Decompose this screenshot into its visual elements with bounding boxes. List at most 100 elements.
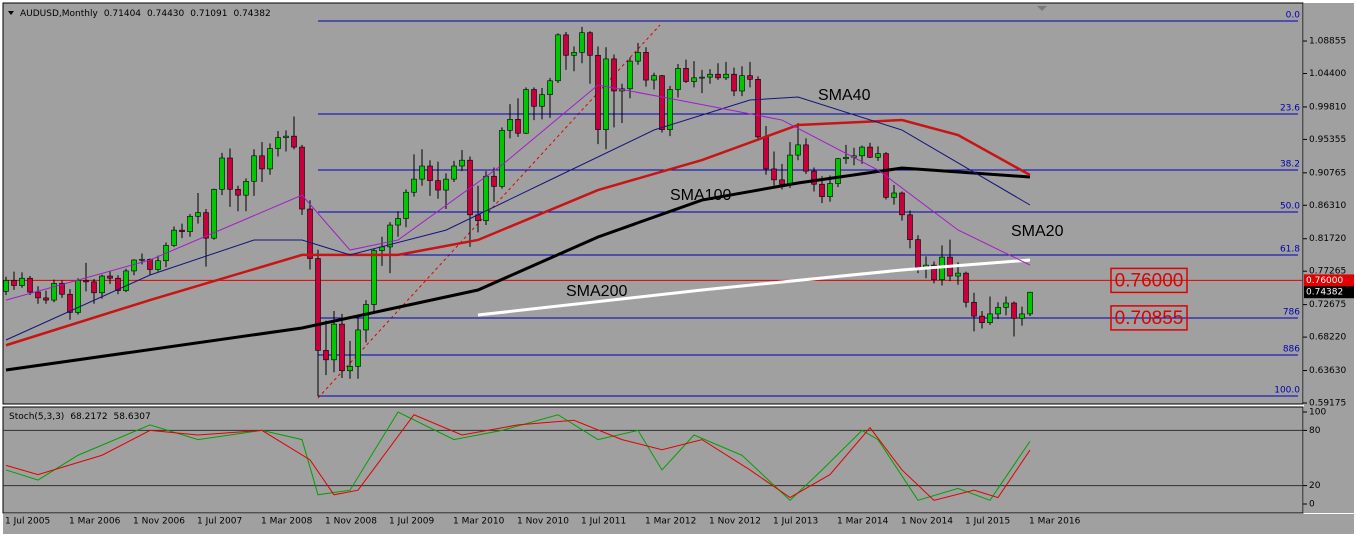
candle-body	[995, 307, 1001, 315]
candle-body	[571, 52, 577, 56]
candle-body	[523, 89, 529, 134]
fib-label: 0.0	[1286, 11, 1301, 21]
x-tick-label: 1 Jul 2013	[773, 517, 818, 527]
candle-body	[411, 178, 417, 193]
candle-body	[235, 189, 241, 196]
candle-body	[907, 214, 913, 240]
candle-body	[155, 260, 161, 270]
candle-body	[595, 54, 601, 130]
candle-body	[363, 304, 369, 331]
candle-body	[315, 258, 321, 351]
candle-body	[587, 32, 593, 56]
candle-body	[707, 73, 713, 78]
x-tick-label: 1 Mar 2008	[261, 517, 313, 527]
fib-label: 886	[1283, 345, 1300, 355]
candle-body	[339, 323, 345, 372]
candle-body	[859, 146, 865, 157]
main-panel	[2, 2, 1304, 405]
price-box-label: 0.70855	[1115, 308, 1184, 329]
candle-body	[275, 137, 281, 149]
candle-body	[843, 156, 849, 160]
candle-body	[427, 165, 433, 181]
candle-body	[243, 181, 249, 196]
y-tick-label: 20	[1309, 481, 1321, 491]
chart-header: AUDUSD,Monthly 0.71404 0.74430 0.71091 0.743…	[20, 9, 271, 19]
candle-body	[451, 165, 457, 180]
candle-body	[387, 224, 393, 248]
candle-body	[267, 148, 273, 170]
candle-body	[779, 179, 785, 185]
fib-label: 50.0	[1280, 201, 1300, 211]
candle-body	[251, 155, 257, 182]
candle-body	[691, 77, 697, 82]
candle-body	[11, 280, 17, 286]
y-tick-label: 0.63630	[1309, 366, 1346, 376]
stoch-title: Stoch(5,3,3)	[9, 412, 64, 422]
ma-label: SMA200	[566, 283, 627, 300]
candle-body	[19, 277, 25, 286]
stoch-value: 68.2172	[70, 412, 107, 422]
candle-body	[435, 180, 441, 191]
x-tick-label: 1 Jul 2007	[197, 517, 242, 527]
candle-body	[139, 258, 145, 261]
candle-body	[491, 175, 497, 187]
x-tick-label: 1 Mar 2014	[837, 517, 889, 527]
candle-body	[1027, 291, 1033, 315]
candle-body	[875, 153, 881, 158]
candle-body	[115, 277, 121, 291]
candle-body	[107, 275, 113, 279]
candle-body	[219, 157, 225, 190]
candle-body	[483, 175, 489, 221]
y-tick-label: 0.77265	[1309, 267, 1346, 277]
candle-body	[643, 52, 649, 81]
fib-label: 61.8	[1280, 244, 1300, 254]
candle-body	[955, 272, 961, 277]
candle-body	[611, 58, 617, 92]
moving-average	[477, 258, 1031, 317]
candle-body	[659, 75, 665, 130]
candle-body	[131, 259, 137, 272]
current-price-label: 0.74382	[1306, 288, 1343, 298]
candle-body	[195, 212, 201, 217]
candle-body	[171, 229, 177, 246]
candle-body	[771, 168, 777, 181]
x-tick-label: 1 Jul 2005	[5, 517, 50, 527]
candle-body	[915, 239, 921, 268]
y-tick-label: 0.90765	[1309, 168, 1346, 178]
candle-body	[723, 73, 729, 79]
candle-body	[563, 34, 569, 56]
candle-body	[987, 313, 993, 323]
price-box-label: 0.76000	[1115, 270, 1184, 291]
candle-body	[763, 136, 769, 170]
ohlc-value: 0.74382	[233, 9, 270, 19]
x-tick-label: 1 Nov 2012	[709, 517, 761, 527]
ma-label: SMA20	[1011, 223, 1064, 240]
candle-body	[67, 293, 73, 313]
x-tick-label: 1 Mar 2012	[645, 517, 696, 527]
candle-body	[795, 144, 801, 156]
candle-body	[331, 323, 337, 361]
candle-body	[731, 73, 737, 92]
x-tick-label: 1 Nov 2010	[517, 517, 569, 527]
x-tick-label: 1 Jul 2011	[581, 517, 626, 527]
y-tick-label: 1.08855	[1309, 37, 1346, 47]
y-tick-label: 100	[1309, 408, 1326, 418]
candle-body	[59, 283, 65, 295]
price-box	[1110, 305, 1188, 331]
y-tick-label: 1.04400	[1309, 69, 1346, 79]
current-price-box	[1304, 286, 1354, 299]
menu-triangle[interactable]	[8, 11, 14, 15]
axis-price-box	[1304, 274, 1354, 287]
candle-body	[747, 75, 753, 80]
candle-body	[547, 80, 553, 95]
candle-body	[963, 272, 969, 303]
y-tick-label: 0.86310	[1309, 201, 1346, 211]
candle-body	[787, 154, 793, 185]
candle-body	[299, 146, 305, 210]
y-tick-label: 80	[1309, 426, 1321, 436]
fib-label: 38.2	[1280, 160, 1300, 170]
ma-label: SMA40	[818, 87, 871, 104]
x-tick-label: 1 Jul 2015	[965, 517, 1010, 527]
fib-label: 786	[1283, 308, 1300, 318]
candle-body	[211, 189, 217, 239]
